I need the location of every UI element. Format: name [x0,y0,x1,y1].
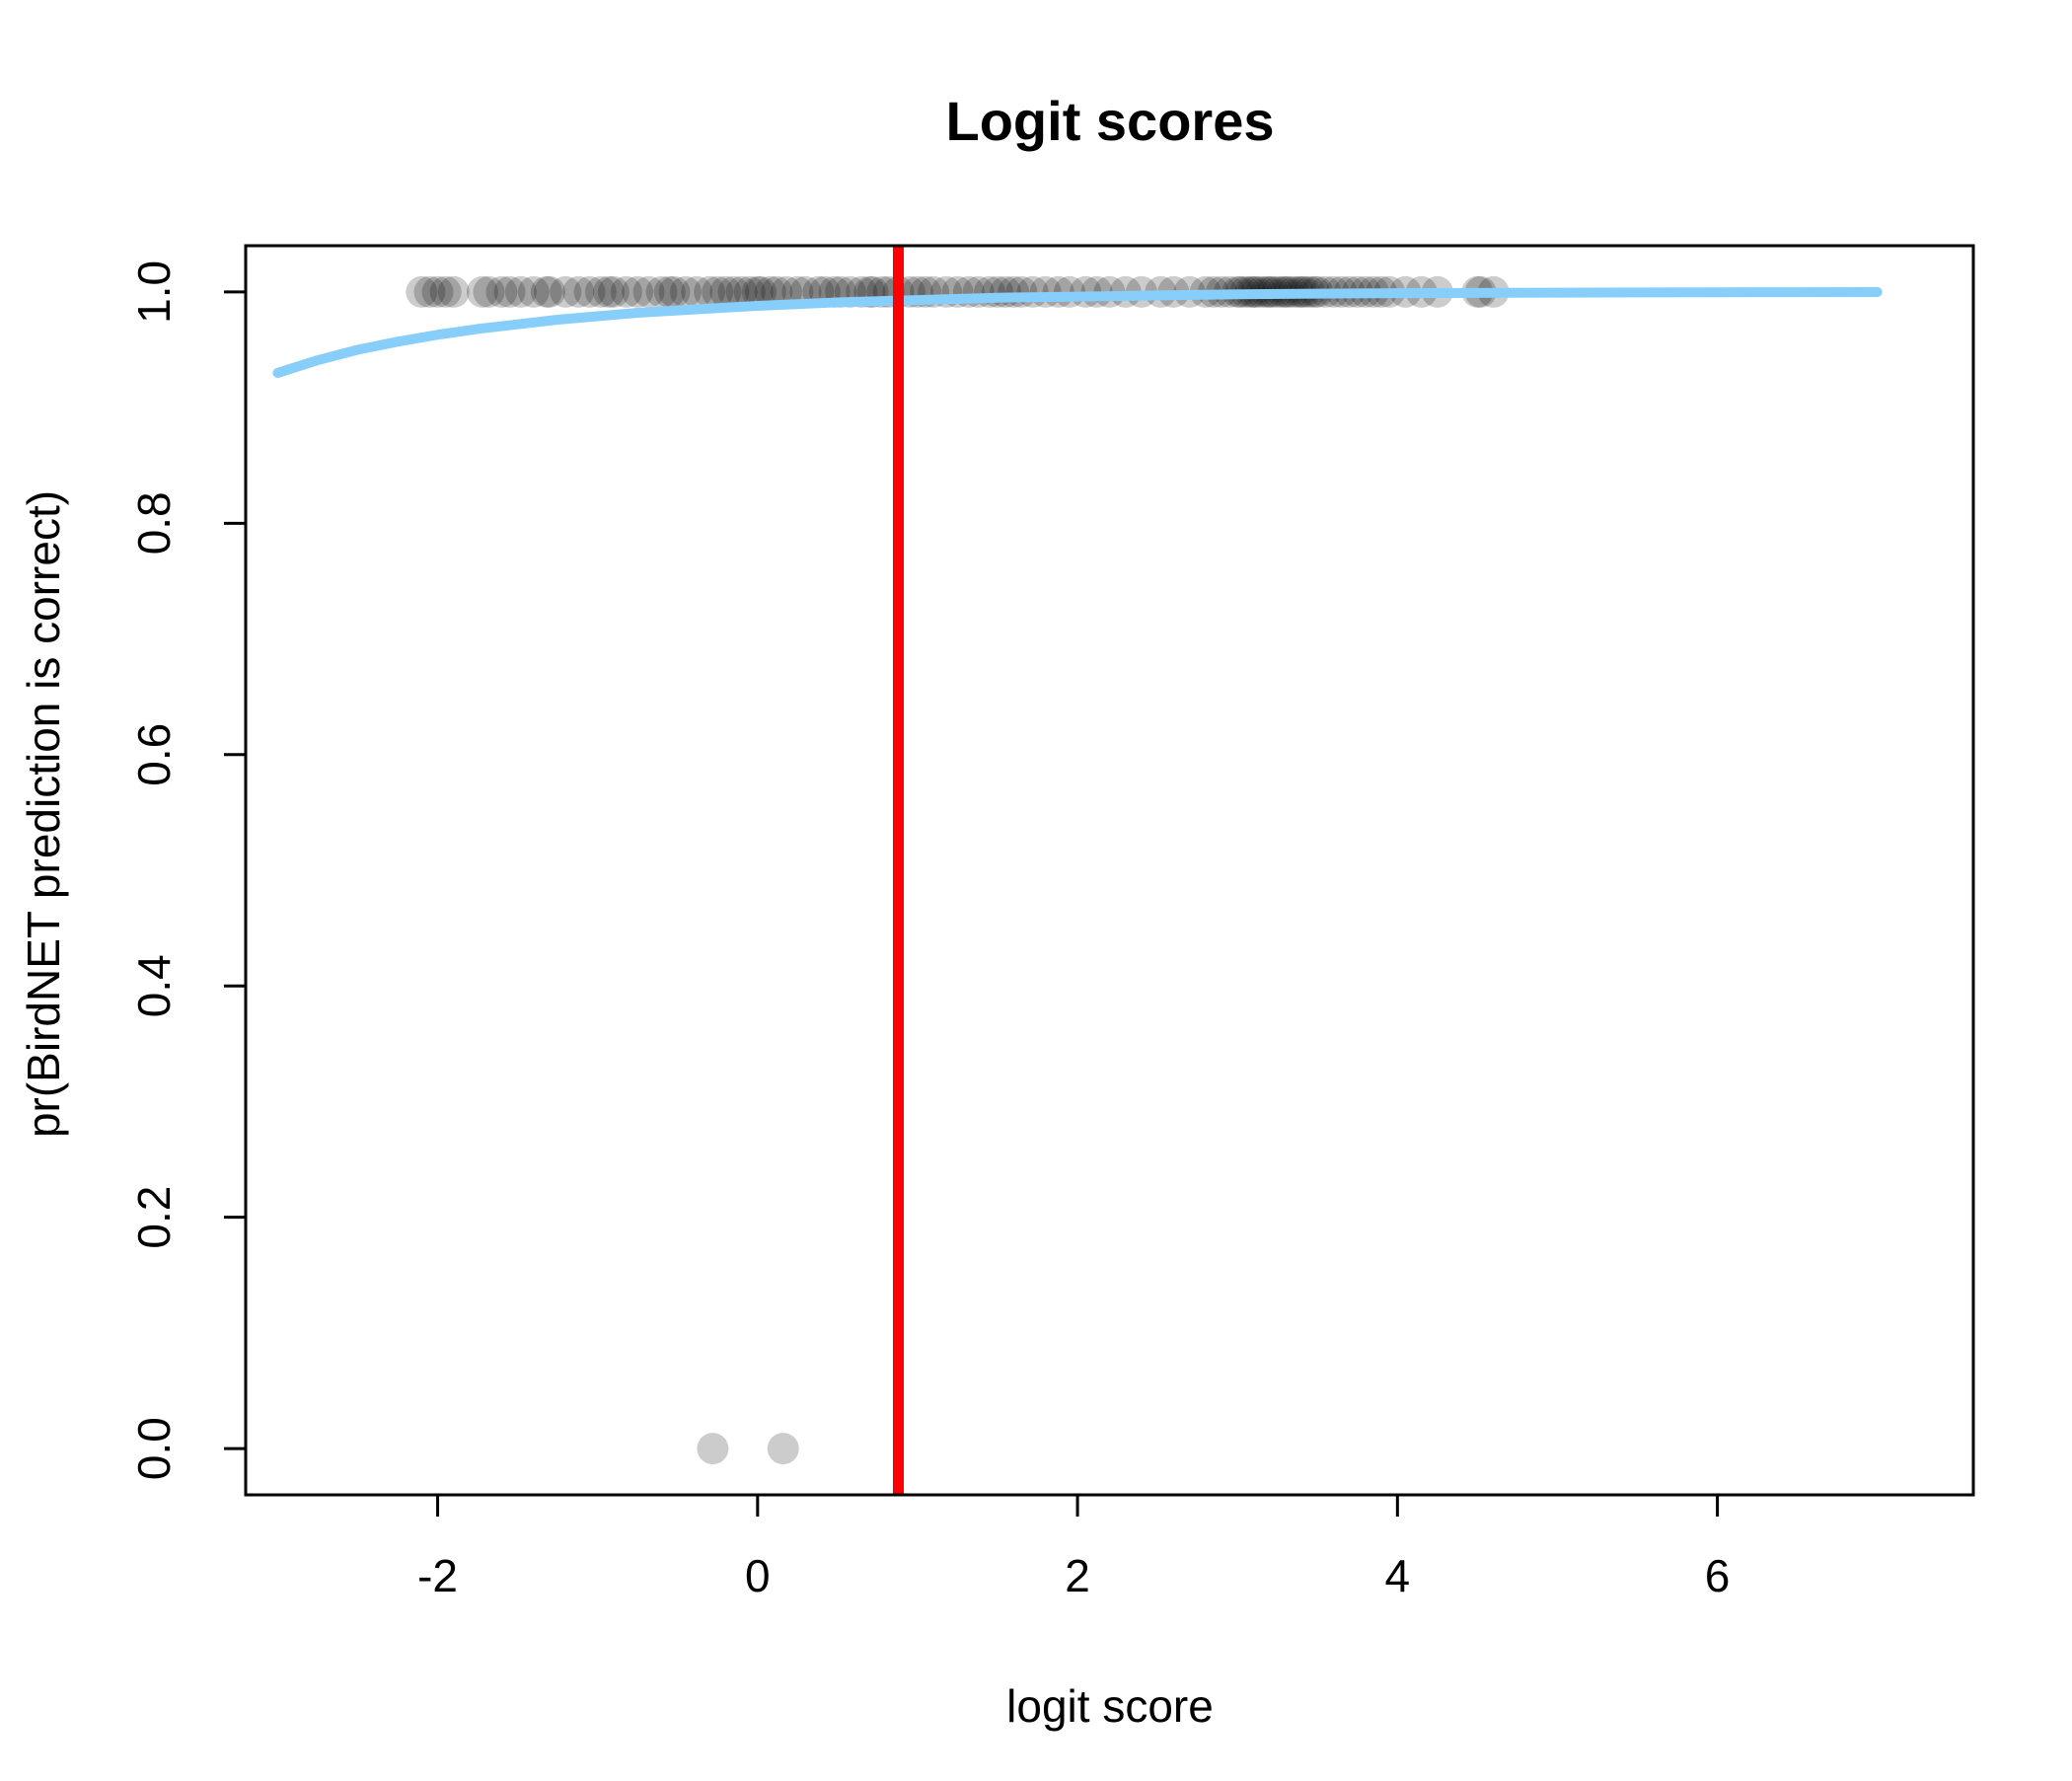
scatter-point [493,275,526,308]
scatter-point [694,275,726,308]
scatter-point [530,275,562,308]
scatter-point [745,275,777,308]
scatter-point [645,275,678,308]
scatter-point [653,275,686,308]
x-tick-label: 0 [745,1550,771,1601]
scatter-point [406,275,438,308]
x-tick-label: 6 [1705,1550,1731,1601]
scatter-point [534,275,566,308]
y-tick-label: 0.0 [128,1417,180,1480]
y-tick-label: 0.8 [128,491,180,555]
scatter-point [437,275,470,308]
scatter-point [517,275,550,308]
scatter-point [562,275,595,308]
y-axis-label: pr(BirdNET prediction is correct) [18,490,69,1138]
scatter-point [504,275,537,308]
plot-frame [244,244,1975,1497]
scatter-point [717,275,750,308]
scatter-point [421,275,454,308]
x-tick-label: 2 [1065,1550,1090,1601]
scatter-point [632,275,665,308]
chart-title: Logit scores [946,90,1275,152]
scatter-point [709,275,742,308]
scatter-point [658,275,691,308]
scatter-point [584,275,617,308]
scatter-series [406,275,1510,1465]
scatter-point [702,275,734,308]
fitted-curve [272,287,1883,378]
x-tick-label: 4 [1385,1550,1411,1601]
scatter-point [681,275,713,308]
scatter-point [697,1433,729,1465]
plot-area [272,246,1883,1495]
scatter-point [741,275,774,308]
y-tick-label: 0.2 [128,1186,180,1249]
scatter-point [733,275,766,308]
scatter-point [669,275,702,308]
scatter-point [573,275,606,308]
scatter-point [622,275,654,308]
scatter-point [597,275,629,308]
scatter-point [473,275,505,308]
scatter-point [429,275,462,308]
x-tick-label: -2 [417,1550,458,1601]
scatter-point [593,275,626,308]
y-tick-label: 0.4 [128,954,180,1017]
scatter-point [485,275,518,308]
y-tick-label: 0.6 [128,723,180,786]
scatter-point [725,275,758,308]
y-tick-label: 1.0 [128,260,180,324]
x-axis-label: logit score [1006,1680,1214,1732]
scatter-point [413,275,446,308]
scatter-point [466,275,498,308]
scatter-point [754,275,786,308]
scatter-point [767,1433,799,1465]
scatter-point [610,275,642,308]
scatter-point [550,275,582,308]
